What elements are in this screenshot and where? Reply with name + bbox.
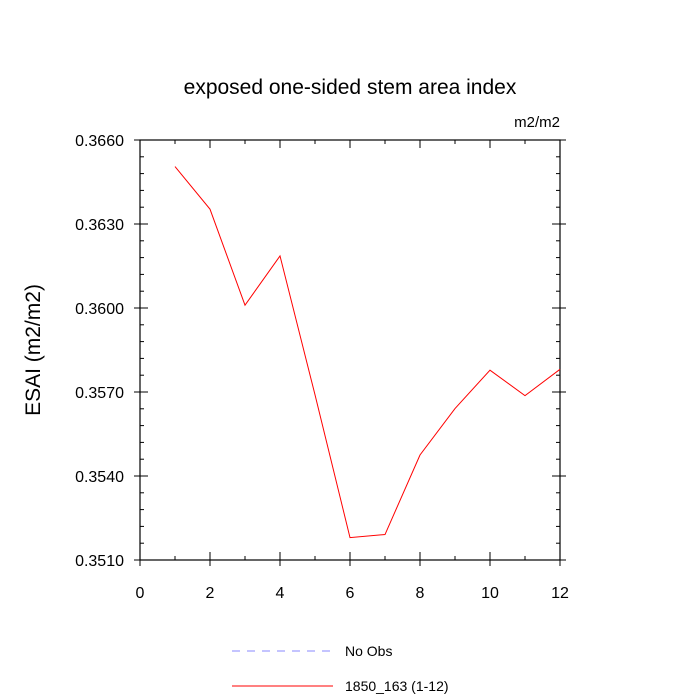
- x-tick-label: 12: [551, 585, 569, 602]
- x-tick-label: 0: [136, 585, 145, 602]
- y-tick-label: 0.3540: [75, 469, 124, 486]
- x-tick-label: 6: [346, 585, 355, 602]
- legend: No Obs 1850_163 (1-12): [232, 643, 449, 694]
- legend-label: 1850_163 (1-12): [345, 678, 449, 694]
- y-axis-label: ESAI (m2/m2): [22, 284, 45, 416]
- y-tick-label: 0.3570: [75, 385, 124, 402]
- units-label: m2/m2: [514, 114, 560, 131]
- legend-label: No Obs: [345, 643, 392, 659]
- x-tick-label: 2: [206, 585, 215, 602]
- y-tick-label: 0.3630: [75, 217, 124, 234]
- y-tick-label: 0.3600: [75, 301, 124, 318]
- y-tick-label: 0.3510: [75, 553, 124, 570]
- plot-frame: [139, 139, 561, 561]
- y-axis-ticks: 0.3510 0.3540 0.3570 0.3600 0.3630 0.3660: [75, 133, 566, 570]
- x-tick-label: 4: [276, 585, 285, 602]
- x-tick-label: 8: [416, 585, 425, 602]
- chart-title: exposed one-sided stem area index: [184, 76, 517, 99]
- y-tick-label: 0.3660: [75, 133, 124, 150]
- x-tick-label: 10: [481, 585, 499, 602]
- series-lines: [174, 166, 561, 539]
- x-axis-ticks: 0 2 4 6 8 10 12: [136, 140, 569, 602]
- series-line: [174, 166, 561, 539]
